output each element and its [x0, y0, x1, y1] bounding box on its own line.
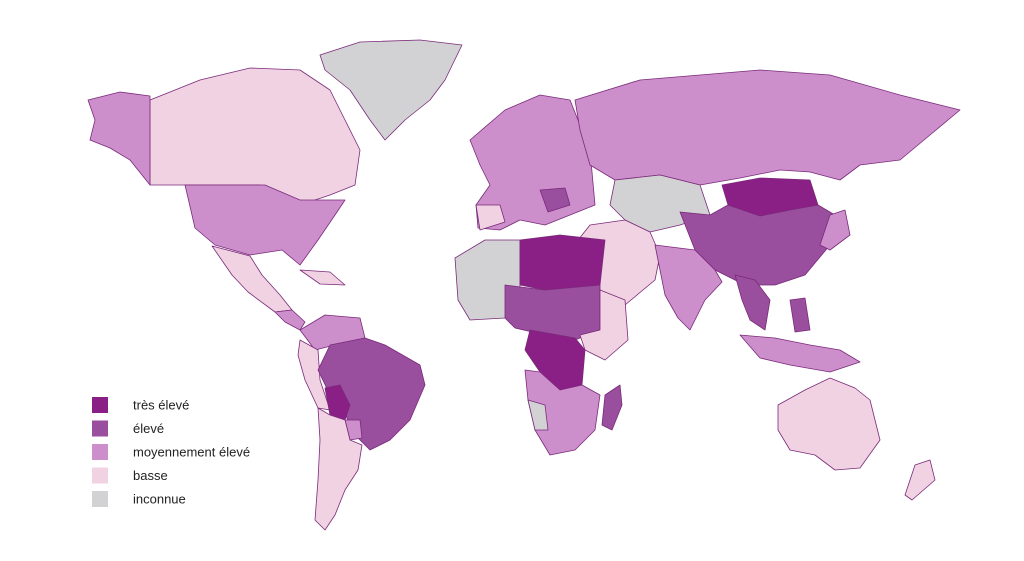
caribbean: [299, 269, 346, 286]
canada: [149, 67, 361, 206]
southeast-asia: [734, 274, 771, 331]
legend-swatch: [92, 491, 108, 507]
legend-swatch: [92, 444, 108, 460]
japan: [819, 209, 851, 251]
indonesia: [739, 334, 861, 373]
legend-label: élevé: [133, 421, 164, 436]
bolivia: [324, 384, 351, 421]
legend-label: inconnue: [133, 491, 186, 506]
east-africa: [579, 289, 629, 361]
legend-swatch: [92, 467, 108, 484]
argentina-chile: [314, 407, 363, 531]
iberia: [475, 204, 506, 231]
greenland: [319, 39, 463, 141]
central-america: [274, 309, 306, 331]
alaska: [87, 91, 151, 186]
legend-label: moyennement élevé: [133, 444, 250, 459]
namibia-region: [527, 399, 549, 431]
india: [654, 244, 723, 331]
balkans: [539, 187, 571, 213]
usa: [184, 184, 346, 266]
philippines: [789, 297, 811, 333]
australia: [777, 377, 881, 471]
madagascar: [601, 384, 623, 431]
north-africa: [519, 234, 606, 291]
legend-label: très élevé: [133, 397, 189, 412]
legend-swatch: [92, 420, 108, 437]
legend-swatch: [92, 397, 108, 413]
countries: [87, 39, 961, 531]
legend-label: basse: [133, 468, 168, 483]
new-zealand: [904, 459, 936, 501]
legend: très élevé élevé moyennement élevé basse inc…: [92, 397, 250, 507]
peru-ecuador: [297, 339, 331, 411]
